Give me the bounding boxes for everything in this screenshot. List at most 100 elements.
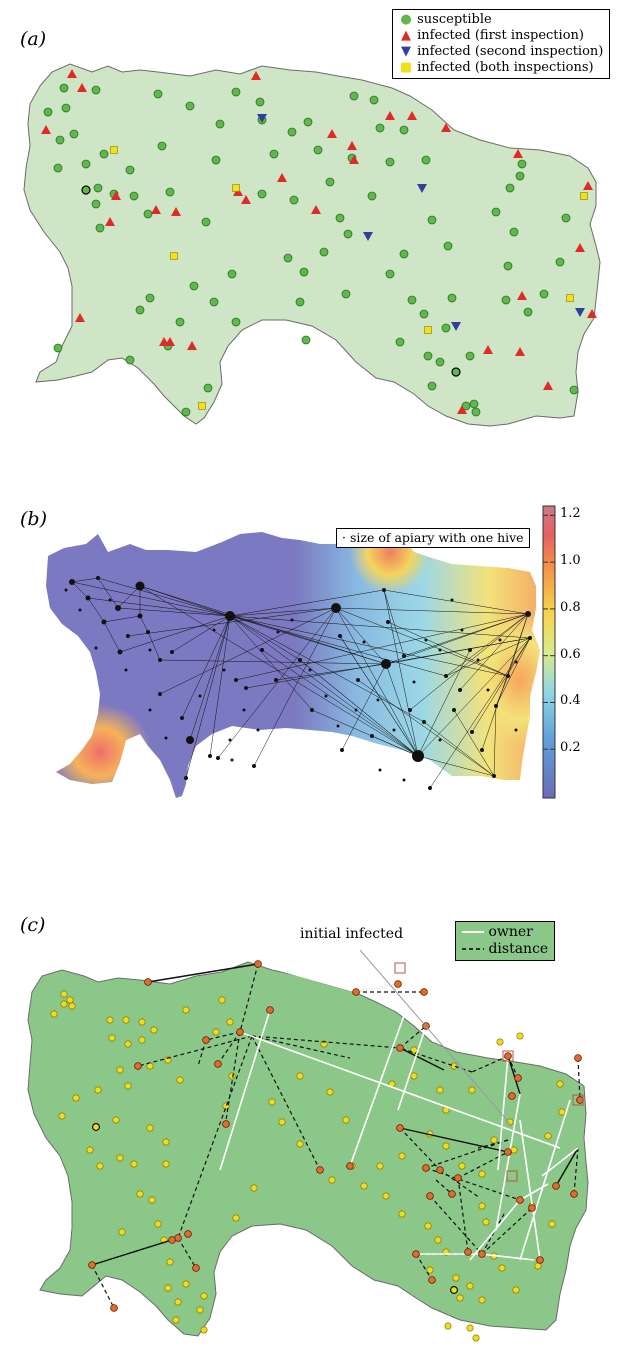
owner-link xyxy=(479,1253,535,1261)
susceptible-marker xyxy=(81,185,91,195)
infected-second-marker xyxy=(575,308,585,317)
infected-first-marker xyxy=(575,243,585,252)
susceptible-marker xyxy=(410,1072,418,1080)
infected-marker xyxy=(508,1092,516,1100)
apiary-node xyxy=(228,738,232,742)
susceptible-marker xyxy=(296,1140,304,1148)
edge-line xyxy=(139,585,387,665)
infected-marker xyxy=(394,980,402,988)
susceptible-marker xyxy=(174,1298,182,1306)
transmission-edges xyxy=(71,577,531,789)
susceptible-marker xyxy=(228,1072,236,1080)
infected-first-marker xyxy=(587,309,597,318)
susceptible-marker xyxy=(61,103,71,113)
infected-marker xyxy=(420,988,428,996)
edge-line xyxy=(71,577,99,583)
edge-line xyxy=(423,721,495,777)
legend-text: infected (first inspection) xyxy=(417,28,584,43)
infected-both-marker xyxy=(566,294,574,302)
infected-first-marker xyxy=(111,191,121,200)
susceptible-marker xyxy=(154,1220,162,1228)
susceptible-marker xyxy=(153,89,163,99)
susceptible-marker xyxy=(91,199,101,209)
hive-size-icon: · xyxy=(342,530,346,545)
infected-marker xyxy=(528,1204,536,1212)
susceptible-marker xyxy=(81,159,91,169)
edge-line xyxy=(139,615,149,633)
infected-marker xyxy=(110,1304,118,1312)
owner-link xyxy=(349,1009,407,1167)
susceptible-marker xyxy=(515,171,525,181)
infected-marker xyxy=(396,1044,404,1052)
owner-link xyxy=(239,1031,561,1149)
edge-line xyxy=(171,615,231,653)
susceptible-marker xyxy=(427,381,437,391)
susceptible-marker xyxy=(395,337,405,347)
edge-line xyxy=(445,613,529,677)
susceptible-marker xyxy=(516,1032,524,1040)
susceptible-marker xyxy=(289,195,299,205)
susceptible-marker xyxy=(200,1292,208,1300)
apiary-node xyxy=(402,654,406,658)
infected-marker xyxy=(436,1166,444,1174)
distance-link xyxy=(573,1147,579,1195)
colorbar-tick-label: 0.6 xyxy=(560,646,581,662)
legend-text: infected (second inspection) xyxy=(417,44,604,59)
susceptible-marker xyxy=(203,383,213,393)
edge-line xyxy=(103,621,121,653)
apiary-node xyxy=(506,674,510,678)
apiary-node xyxy=(468,648,472,652)
apiary-node xyxy=(378,768,382,772)
susceptible-marker xyxy=(343,229,353,239)
apiary-node xyxy=(274,678,278,682)
susceptible-marker xyxy=(175,317,185,327)
owner-link xyxy=(519,1183,549,1201)
edge-line xyxy=(229,615,313,711)
susceptible-marker xyxy=(398,1152,406,1160)
apiary-node xyxy=(230,758,234,762)
susceptible-marker xyxy=(196,1306,204,1314)
infected-marker xyxy=(254,960,262,968)
susceptible-marker xyxy=(60,990,68,998)
susceptible-marker xyxy=(342,1116,350,1124)
edge-line xyxy=(159,659,387,665)
apiary-node xyxy=(212,628,216,632)
edge-line xyxy=(417,637,531,757)
apiary-node xyxy=(158,658,162,662)
edge-line xyxy=(417,649,471,757)
infected-marker xyxy=(478,1250,486,1258)
susceptible-marker xyxy=(164,1056,172,1064)
apiary-node xyxy=(514,660,518,664)
dashed-line-icon xyxy=(462,948,484,950)
infected-first-marker xyxy=(171,207,181,216)
susceptible-marker xyxy=(407,295,417,305)
susceptible-marker xyxy=(138,1036,146,1044)
infected-first-marker xyxy=(347,141,357,150)
infected-square-marker xyxy=(394,962,406,974)
susceptible-marker xyxy=(295,297,305,307)
infected-marker xyxy=(222,1120,230,1128)
infected-both-marker xyxy=(198,402,206,410)
susceptible-marker xyxy=(138,1018,146,1026)
susceptible-marker xyxy=(250,1184,258,1192)
susceptible-marker xyxy=(222,1102,230,1110)
infected-marker xyxy=(504,1052,512,1060)
apiary-node xyxy=(310,708,314,712)
susceptible-marker xyxy=(162,1160,170,1168)
susceptible-marker xyxy=(116,1154,124,1162)
apiary-node xyxy=(331,603,341,613)
distance-link xyxy=(225,1031,241,1121)
distance-link xyxy=(507,1055,521,1095)
infected-marker xyxy=(346,1162,354,1170)
apiary-node xyxy=(338,634,342,638)
apiary-node xyxy=(117,649,123,655)
edge-line xyxy=(229,607,337,617)
susceptible-marker xyxy=(523,307,533,317)
apiary-node xyxy=(412,750,424,762)
distance-link xyxy=(197,1039,207,1067)
apiary-node xyxy=(225,611,235,621)
distance-link xyxy=(91,1264,115,1309)
infected-marker xyxy=(464,1248,472,1256)
owner-link xyxy=(219,1009,271,1171)
infected-marker xyxy=(574,1054,582,1062)
